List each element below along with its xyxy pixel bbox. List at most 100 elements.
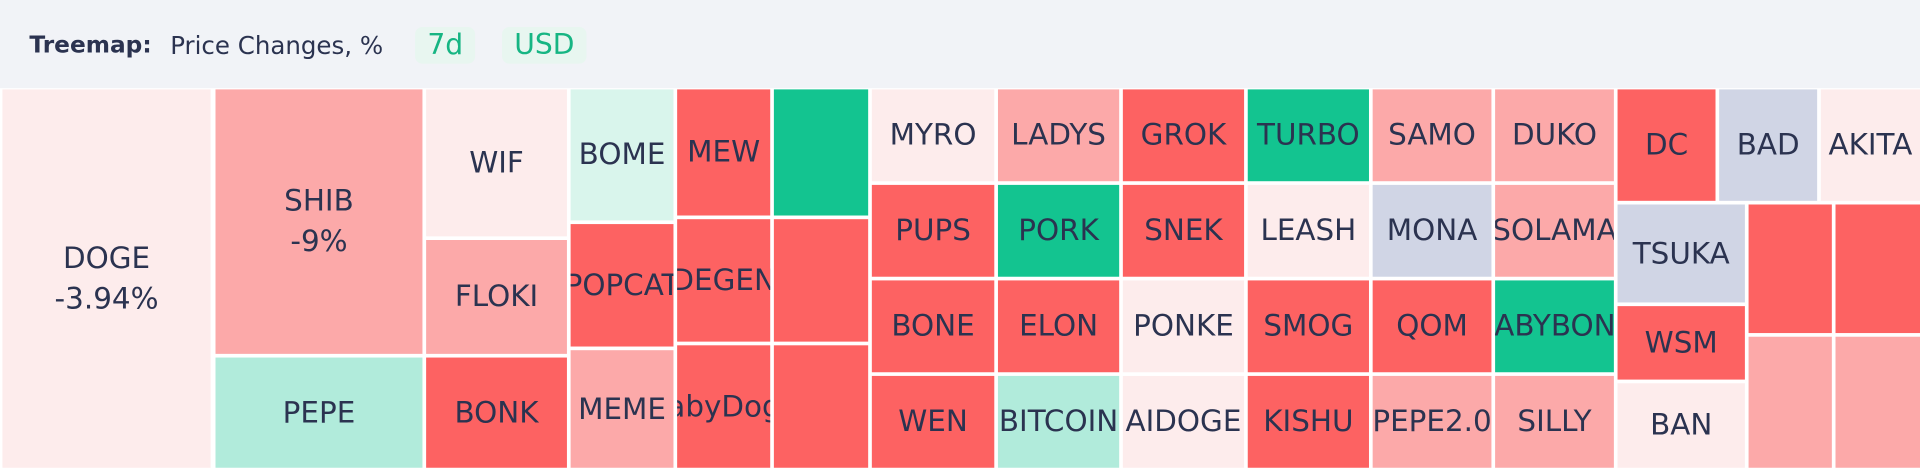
tile-label: PUPS xyxy=(895,213,971,248)
tile[interactable]: SOLAMA xyxy=(1495,184,1614,277)
tile[interactable] xyxy=(1748,336,1832,468)
tile[interactable]: PEPE2.0 xyxy=(1372,375,1492,468)
tile-label: KISHU xyxy=(1263,404,1354,439)
tile[interactable]: AKITA xyxy=(1820,89,1920,201)
tile-label: BOME xyxy=(578,137,666,172)
tile-label: BABYBONK xyxy=(1495,308,1614,343)
tile[interactable]: ELON xyxy=(997,280,1120,373)
tile-label: GROK xyxy=(1140,117,1227,152)
tile[interactable]: DEGEN xyxy=(677,219,771,342)
tile[interactable]: AIDOGE xyxy=(1122,375,1245,468)
tile-label: DEGEN xyxy=(677,262,771,297)
tile-label: LADYS xyxy=(1011,117,1106,152)
tile[interactable]: BONK xyxy=(426,357,567,468)
tile-label: LEASH xyxy=(1260,213,1357,248)
tile[interactable]: MYRO xyxy=(871,89,995,182)
tile-change: -3.94% xyxy=(54,281,159,316)
tile[interactable]: BABYBONK xyxy=(1495,280,1614,373)
tile-label: DOGE xyxy=(62,240,151,275)
tile[interactable]: FLOKI xyxy=(426,240,567,354)
tile[interactable]: LADYS xyxy=(997,89,1120,182)
tile[interactable]: TURBO xyxy=(1247,89,1369,182)
tile-label: SHIB xyxy=(284,183,354,218)
tile[interactable]: BAN xyxy=(1617,383,1745,468)
title: Treemap: xyxy=(29,31,152,59)
tile-label: WIF xyxy=(469,145,524,180)
tile-label: SMOG xyxy=(1263,308,1354,343)
tile-change: -9% xyxy=(290,224,348,259)
tile-label: SAMO xyxy=(1388,117,1476,152)
tile-label: BITCOIN xyxy=(998,404,1119,439)
tile[interactable]: WEN xyxy=(871,375,995,468)
tile-label: BAN xyxy=(1650,407,1713,443)
tile-label: AIDOGE xyxy=(1125,404,1242,439)
tile-label: SILLY xyxy=(1517,404,1592,439)
tile[interactable] xyxy=(1835,204,1920,334)
tile[interactable]: BONE xyxy=(871,280,995,373)
tile-label: PORK xyxy=(1018,213,1099,248)
toolbar: Treemap: Price Changes, % 7d USD xyxy=(0,0,1920,89)
tile-label: MYRO xyxy=(889,117,977,152)
tile-label: MONA xyxy=(1386,213,1478,248)
tile-label: AKITA xyxy=(1828,127,1913,162)
tile-label: TURBO xyxy=(1257,117,1360,152)
tile-label: SNEK xyxy=(1144,213,1223,248)
tile-label: babyDoge xyxy=(677,388,770,424)
tile-label: PEPE2.0 xyxy=(1372,404,1492,439)
currency-button[interactable]: USD xyxy=(502,26,587,64)
tile[interactable]: QOM xyxy=(1372,280,1492,373)
tile[interactable]: PEPE xyxy=(215,357,423,468)
tile[interactable] xyxy=(1748,204,1832,334)
tile[interactable]: BAD xyxy=(1719,89,1818,201)
tile-label: MEME xyxy=(578,391,666,426)
tile[interactable]: PORK xyxy=(997,184,1120,277)
tile[interactable]: MEW xyxy=(677,89,771,216)
tile[interactable]: BITCOIN xyxy=(997,375,1120,468)
tile[interactable]: TSUKA xyxy=(1617,204,1745,303)
tile[interactable]: SILLY xyxy=(1495,375,1614,468)
tile[interactable]: GROK xyxy=(1122,89,1245,182)
tile-label: DC xyxy=(1644,127,1689,162)
tile[interactable] xyxy=(1835,336,1920,468)
tile-label: DUKO xyxy=(1512,117,1597,152)
tile[interactable]: WIF xyxy=(426,89,567,237)
tile[interactable]: SAMO xyxy=(1372,89,1492,182)
tile[interactable] xyxy=(773,89,869,216)
tile[interactable] xyxy=(773,345,869,468)
tile[interactable]: DUKO xyxy=(1495,89,1614,182)
tile-label: WEN xyxy=(898,404,968,439)
tile-label: POPCAT xyxy=(571,267,674,302)
tile-label: MEW xyxy=(687,134,761,169)
tile[interactable]: MONA xyxy=(1372,184,1492,277)
tile[interactable]: WSM xyxy=(1617,306,1745,380)
tile[interactable]: LEASH xyxy=(1247,184,1369,277)
tile[interactable]: POPCAT xyxy=(570,224,674,347)
tile-label: SOLAMA xyxy=(1495,213,1614,248)
tile[interactable]: MEME xyxy=(570,350,674,468)
tile[interactable]: BOME xyxy=(570,89,674,221)
tile-label: TSUKA xyxy=(1632,235,1730,271)
metric: Price Changes, % xyxy=(170,30,384,61)
period-button[interactable]: 7d xyxy=(415,26,476,64)
tile-label: QOM xyxy=(1396,308,1468,343)
tile[interactable]: KISHU xyxy=(1247,375,1369,468)
tile-label: WSM xyxy=(1644,325,1718,360)
tile[interactable]: DOGE -3.94% xyxy=(2,89,211,468)
tile[interactable]: PUPS xyxy=(871,184,995,277)
tile[interactable]: DC xyxy=(1617,89,1716,201)
tile-label: PONKE xyxy=(1133,308,1234,343)
tile[interactable]: SHIB -9% xyxy=(215,89,423,354)
tile-label: BAD xyxy=(1736,127,1800,162)
tile[interactable] xyxy=(773,219,869,342)
tile[interactable]: PONKE xyxy=(1122,280,1245,373)
tile-label: FLOKI xyxy=(454,279,539,314)
tile[interactable]: SMOG xyxy=(1247,280,1369,373)
tile-label: BONK xyxy=(454,394,539,430)
tile-label: ELON xyxy=(1019,308,1099,343)
tile[interactable]: SNEK xyxy=(1122,184,1245,277)
tile[interactable]: babyDoge xyxy=(677,345,771,468)
tile-label: PEPE xyxy=(282,394,356,430)
tile-label: BONE xyxy=(891,308,975,343)
